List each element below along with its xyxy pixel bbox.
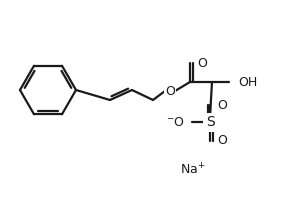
Text: O: O bbox=[217, 134, 227, 147]
Text: O: O bbox=[197, 57, 207, 69]
Text: $^{-}$O: $^{-}$O bbox=[166, 115, 185, 128]
Text: S: S bbox=[206, 115, 214, 129]
Text: O: O bbox=[165, 84, 175, 97]
Text: OH: OH bbox=[238, 76, 257, 88]
Text: O: O bbox=[217, 99, 227, 111]
Text: Na$^{+}$: Na$^{+}$ bbox=[180, 162, 206, 178]
